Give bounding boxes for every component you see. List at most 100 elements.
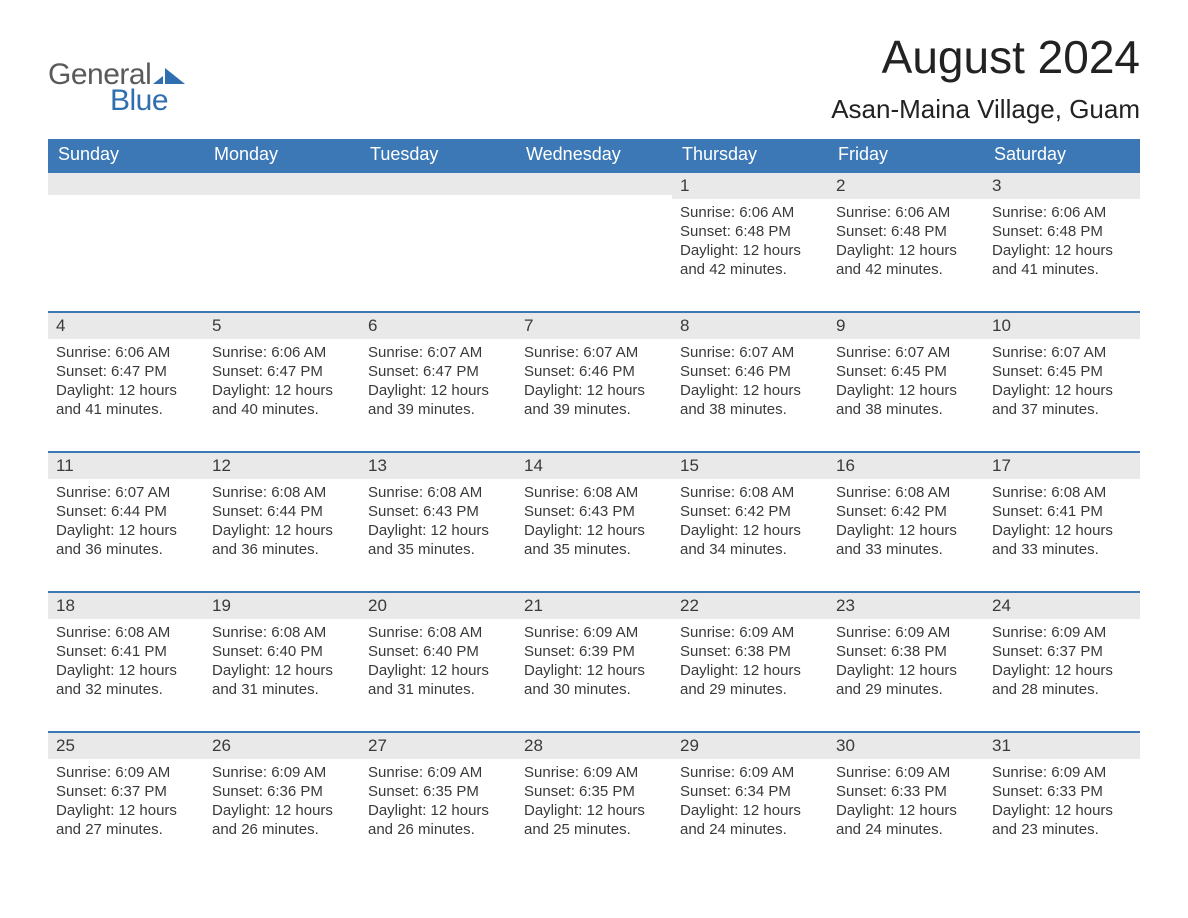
daylight-text: Daylight: 12 hours and 24 minutes.	[680, 801, 820, 839]
sunset-text: Sunset: 6:38 PM	[680, 642, 820, 661]
sunrise-text: Sunrise: 6:09 AM	[56, 763, 196, 782]
daylight-text: Daylight: 12 hours and 41 minutes.	[992, 241, 1132, 279]
day-number: 6	[360, 313, 516, 339]
weeks-container: 1Sunrise: 6:06 AMSunset: 6:48 PMDaylight…	[48, 171, 1140, 857]
day-number: 16	[828, 453, 984, 479]
sunrise-text: Sunrise: 6:09 AM	[524, 623, 664, 642]
sunrise-text: Sunrise: 6:08 AM	[212, 483, 352, 502]
day-cell	[516, 173, 672, 297]
day-number: 8	[672, 313, 828, 339]
day-number: 18	[48, 593, 204, 619]
sunrise-text: Sunrise: 6:07 AM	[56, 483, 196, 502]
logo-word-blue: Blue	[110, 84, 168, 118]
sunset-text: Sunset: 6:47 PM	[368, 362, 508, 381]
daylight-text: Daylight: 12 hours and 29 minutes.	[680, 661, 820, 699]
sunset-text: Sunset: 6:36 PM	[212, 782, 352, 801]
sunrise-text: Sunrise: 6:08 AM	[836, 483, 976, 502]
weekday-thursday: Thursday	[672, 139, 828, 171]
day-cell: 19Sunrise: 6:08 AMSunset: 6:40 PMDayligh…	[204, 593, 360, 717]
day-number: 1	[672, 173, 828, 199]
sunrise-text: Sunrise: 6:07 AM	[992, 343, 1132, 362]
day-cell: 29Sunrise: 6:09 AMSunset: 6:34 PMDayligh…	[672, 733, 828, 857]
daylight-text: Daylight: 12 hours and 37 minutes.	[992, 381, 1132, 419]
month-title: August 2024	[831, 30, 1140, 84]
sunrise-text: Sunrise: 6:09 AM	[524, 763, 664, 782]
day-number: 12	[204, 453, 360, 479]
daylight-text: Daylight: 12 hours and 28 minutes.	[992, 661, 1132, 699]
day-number	[516, 173, 672, 195]
day-number: 30	[828, 733, 984, 759]
sunset-text: Sunset: 6:44 PM	[56, 502, 196, 521]
day-cell	[360, 173, 516, 297]
sunrise-text: Sunrise: 6:07 AM	[524, 343, 664, 362]
day-number: 11	[48, 453, 204, 479]
sunrise-text: Sunrise: 6:09 AM	[680, 623, 820, 642]
weekday-sunday: Sunday	[48, 139, 204, 171]
day-number: 13	[360, 453, 516, 479]
calendar: Sunday Monday Tuesday Wednesday Thursday…	[48, 139, 1140, 857]
sunset-text: Sunset: 6:48 PM	[836, 222, 976, 241]
day-number: 23	[828, 593, 984, 619]
sunrise-text: Sunrise: 6:08 AM	[524, 483, 664, 502]
weekday-wednesday: Wednesday	[516, 139, 672, 171]
day-cell: 16Sunrise: 6:08 AMSunset: 6:42 PMDayligh…	[828, 453, 984, 577]
sunset-text: Sunset: 6:47 PM	[212, 362, 352, 381]
sunset-text: Sunset: 6:45 PM	[992, 362, 1132, 381]
sunrise-text: Sunrise: 6:08 AM	[680, 483, 820, 502]
sunrise-text: Sunrise: 6:08 AM	[212, 623, 352, 642]
sunset-text: Sunset: 6:47 PM	[56, 362, 196, 381]
sunrise-text: Sunrise: 6:09 AM	[836, 763, 976, 782]
day-number: 15	[672, 453, 828, 479]
day-cell: 30Sunrise: 6:09 AMSunset: 6:33 PMDayligh…	[828, 733, 984, 857]
week-row: 1Sunrise: 6:06 AMSunset: 6:48 PMDaylight…	[48, 171, 1140, 297]
sunrise-text: Sunrise: 6:08 AM	[368, 483, 508, 502]
day-number: 29	[672, 733, 828, 759]
day-cell: 12Sunrise: 6:08 AMSunset: 6:44 PMDayligh…	[204, 453, 360, 577]
sunrise-text: Sunrise: 6:09 AM	[992, 763, 1132, 782]
sunset-text: Sunset: 6:40 PM	[368, 642, 508, 661]
sunset-text: Sunset: 6:40 PM	[212, 642, 352, 661]
day-cell: 5Sunrise: 6:06 AMSunset: 6:47 PMDaylight…	[204, 313, 360, 437]
daylight-text: Daylight: 12 hours and 40 minutes.	[212, 381, 352, 419]
daylight-text: Daylight: 12 hours and 31 minutes.	[212, 661, 352, 699]
day-cell: 18Sunrise: 6:08 AMSunset: 6:41 PMDayligh…	[48, 593, 204, 717]
day-number: 4	[48, 313, 204, 339]
daylight-text: Daylight: 12 hours and 23 minutes.	[992, 801, 1132, 839]
day-number: 10	[984, 313, 1140, 339]
daylight-text: Daylight: 12 hours and 38 minutes.	[680, 381, 820, 419]
daylight-text: Daylight: 12 hours and 38 minutes.	[836, 381, 976, 419]
day-cell: 1Sunrise: 6:06 AMSunset: 6:48 PMDaylight…	[672, 173, 828, 297]
day-number: 3	[984, 173, 1140, 199]
day-cell: 26Sunrise: 6:09 AMSunset: 6:36 PMDayligh…	[204, 733, 360, 857]
day-number: 26	[204, 733, 360, 759]
weekday-tuesday: Tuesday	[360, 139, 516, 171]
week-row: 18 Sunrise: 6:08 AM Sunset: 6:41 PM Dayligh…	[48, 591, 1140, 717]
sunrise-text: Sunrise: 6:09 AM	[992, 623, 1132, 642]
sunset-text: Sunset: 6:48 PM	[992, 222, 1132, 241]
day-cell: 9Sunrise: 6:07 AMSunset: 6:45 PMDaylight…	[828, 313, 984, 437]
weekday-monday: Monday	[204, 139, 360, 171]
daylight-text: Daylight: 12 hours and 33 minutes.	[836, 521, 976, 559]
sunset-text: Sunset: 6:37 PM	[992, 642, 1132, 661]
sunset-text: Sunset: 6:46 PM	[680, 362, 820, 381]
day-cell: 14Sunrise: 6:08 AMSunset: 6:43 PMDayligh…	[516, 453, 672, 577]
day-cell	[204, 173, 360, 297]
daylight-text: Daylight: 12 hours and 24 minutes.	[836, 801, 976, 839]
sunset-text: Sunset: 6:43 PM	[524, 502, 664, 521]
daylight-text: Daylight: 12 hours and 35 minutes.	[368, 521, 508, 559]
daylight-text: Daylight: 12 hours and 42 minutes.	[836, 241, 976, 279]
day-number	[204, 173, 360, 195]
day-number	[48, 173, 204, 195]
sunset-text: Sunset: 6:41 PM	[56, 642, 196, 661]
day-cell: 23Sunrise: 6:09 AMSunset: 6:38 PMDayligh…	[828, 593, 984, 717]
day-number: 27	[360, 733, 516, 759]
day-cell: 2Sunrise: 6:06 AMSunset: 6:48 PMDaylight…	[828, 173, 984, 297]
title-block: August 2024 Asan-Maina Village, Guam	[831, 30, 1140, 125]
day-cell: 28Sunrise: 6:09 AMSunset: 6:35 PMDayligh…	[516, 733, 672, 857]
sunset-text: Sunset: 6:35 PM	[368, 782, 508, 801]
day-cell: 8Sunrise: 6:07 AMSunset: 6:46 PMDaylight…	[672, 313, 828, 437]
weekday-saturday: Saturday	[984, 139, 1140, 171]
day-cell: 24Sunrise: 6:09 AMSunset: 6:37 PMDayligh…	[984, 593, 1140, 717]
day-cell: 15Sunrise: 6:08 AMSunset: 6:42 PMDayligh…	[672, 453, 828, 577]
day-cell: 20Sunrise: 6:08 AMSunset: 6:40 PMDayligh…	[360, 593, 516, 717]
